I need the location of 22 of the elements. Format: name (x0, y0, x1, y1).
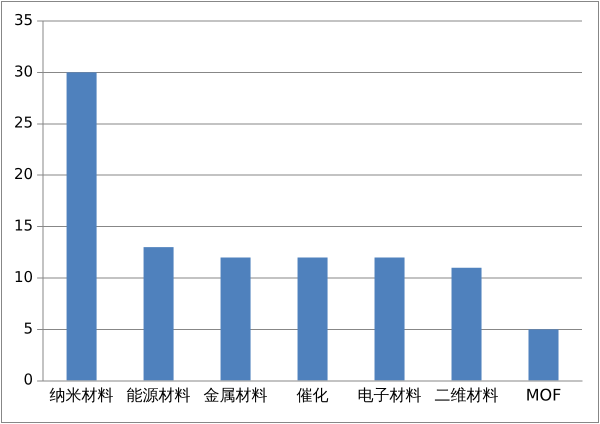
x-tick-label: 二维材料 (434, 386, 499, 405)
bar (144, 247, 174, 380)
bar (66, 72, 97, 380)
y-tick-label: 25 (14, 114, 34, 132)
y-tick-label: 15 (14, 216, 34, 234)
y-tick-label: 5 (24, 319, 34, 338)
bar (298, 257, 328, 380)
y-tick-label: 10 (14, 268, 34, 286)
y-tick-label: 20 (14, 165, 34, 184)
x-tick-label: 电子材料 (358, 386, 422, 405)
x-tick-label: 纳米材料 (50, 386, 114, 405)
y-tick-label: 35 (14, 10, 34, 29)
bar (528, 329, 559, 380)
x-tick-label: 催化 (296, 386, 329, 405)
x-tick-label: 金属材料 (204, 386, 268, 405)
x-tick-label: 能源材料 (126, 386, 191, 405)
bar (374, 257, 405, 380)
bar (452, 268, 482, 380)
bar (220, 257, 251, 380)
x-tick-label: MOF (526, 386, 562, 405)
y-tick-label: 0 (24, 370, 34, 389)
y-tick-label: 30 (14, 62, 34, 80)
